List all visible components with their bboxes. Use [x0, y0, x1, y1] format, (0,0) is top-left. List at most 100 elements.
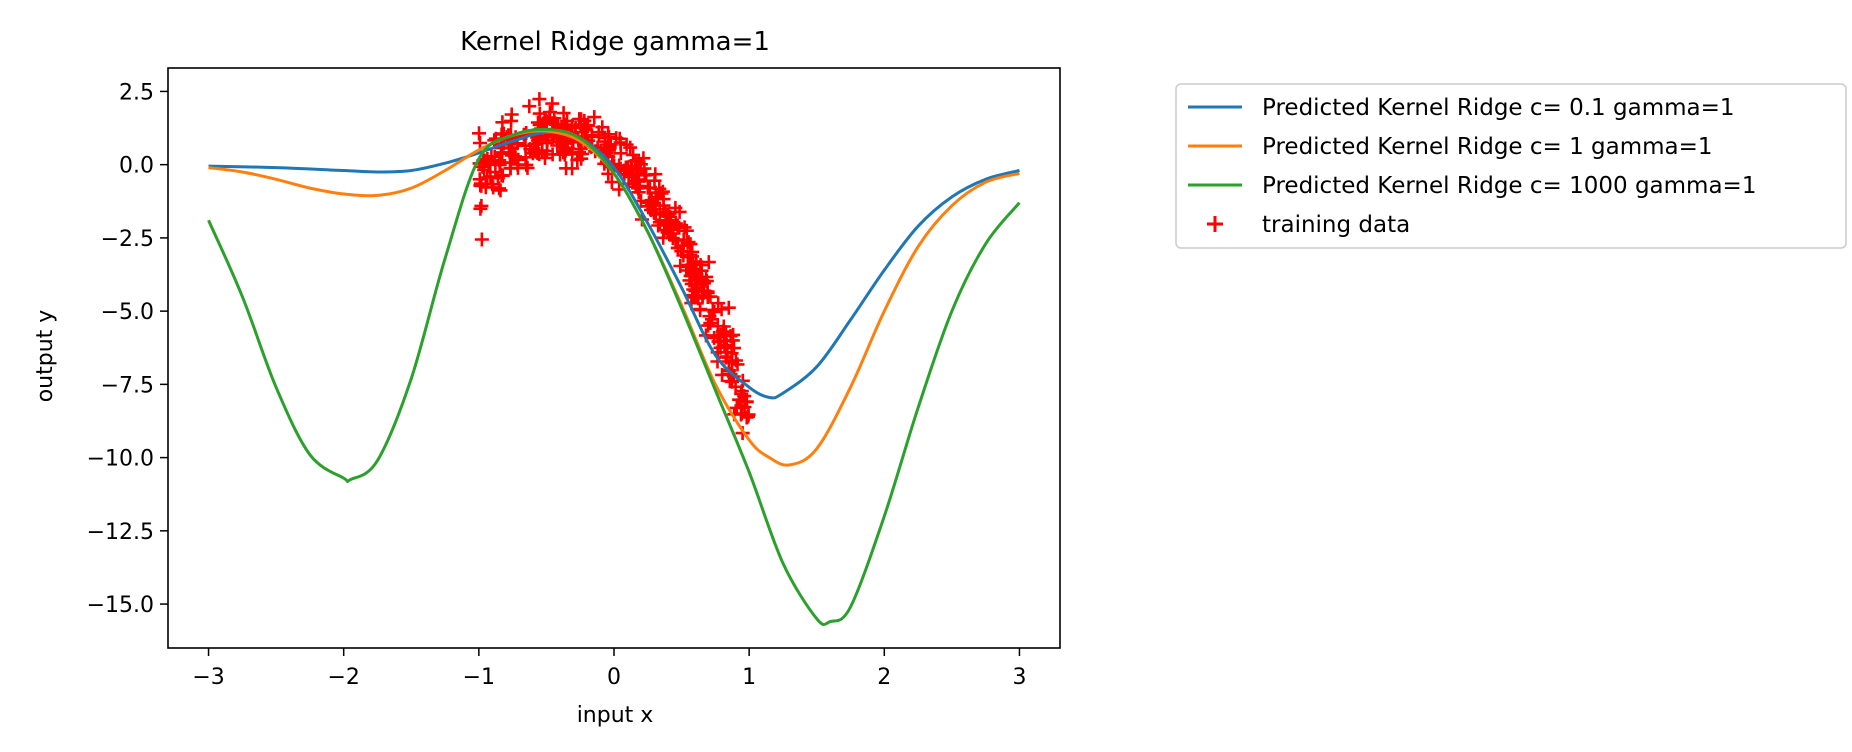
training-data-point [626, 147, 641, 162]
training-data-point [595, 120, 610, 135]
training-data-point [730, 357, 745, 372]
training-data-point [504, 107, 519, 122]
training-data-point [679, 263, 694, 278]
y-tick-label: 2.5 [119, 80, 154, 105]
training-data-point [683, 248, 698, 262]
training-data-point [532, 92, 547, 107]
training-data-point [503, 161, 518, 176]
training-data-point [545, 147, 560, 162]
training-data-point [560, 114, 575, 129]
training-data-point [654, 186, 669, 201]
training-data-point [570, 153, 585, 168]
training-data-point [488, 165, 503, 180]
training-data-point [485, 177, 500, 192]
y-tick-label: −15.0 [87, 593, 154, 618]
training-data-point [636, 151, 651, 166]
training-data-point [495, 115, 510, 130]
training-data-point [474, 232, 489, 247]
y-tick-label: −5.0 [101, 300, 154, 325]
training-data-point [701, 255, 716, 270]
training-data-point [587, 110, 602, 125]
training-data-point [600, 142, 615, 157]
training-data-point [656, 198, 671, 213]
training-data-point [734, 387, 749, 401]
training-data-point [670, 218, 685, 233]
plot-area [207, 92, 1021, 627]
training-data-point [675, 238, 690, 253]
training-data-point [556, 106, 571, 121]
training-data-point [510, 157, 525, 172]
x-tick-label: 2 [877, 665, 891, 690]
training-data-point [665, 231, 680, 246]
training-data-point [472, 172, 487, 187]
training-data-point [728, 379, 743, 394]
training-data-point [559, 161, 574, 176]
training-data-point [647, 173, 662, 188]
x-tick-label: 1 [742, 665, 756, 690]
x-axis-label: input x [577, 703, 654, 728]
training-data-point [598, 134, 612, 149]
legend-label: Predicted Kernel Ridge c= 1 gamma=1 [1262, 134, 1713, 160]
training-data-point [693, 303, 708, 318]
x-tick-label: 3 [1012, 665, 1026, 690]
y-axis-label: output y [33, 310, 58, 403]
legend-label: training data [1262, 212, 1410, 238]
training-data-point [575, 125, 590, 139]
y-tick-label: −10.0 [87, 447, 154, 472]
training-data-point [472, 126, 486, 141]
training-data-point [604, 175, 619, 190]
training-data-point [668, 200, 683, 215]
x-tick-label: −1 [463, 665, 495, 690]
training-data-point [532, 147, 547, 161]
y-tick-label: −7.5 [101, 373, 154, 398]
training-data-point [718, 325, 733, 340]
training-data-point [520, 160, 535, 175]
training-data-point [572, 147, 587, 162]
training-data-point [620, 160, 635, 175]
series-line-3 [207, 127, 1021, 627]
training-data-point [696, 283, 711, 298]
training-data-point [628, 174, 643, 188]
training-data-point [642, 193, 657, 208]
x-tick-label: −3 [192, 665, 224, 690]
y-axis: 2.5 0.0 −2.5 −5.0 −7.5 −10.0 −12.5 −15.0 [87, 80, 168, 618]
training-data-point [591, 128, 606, 143]
legend-box [1175, 83, 1847, 249]
training-data-point [554, 135, 569, 150]
training-data-point [483, 155, 498, 170]
training-data-point [689, 255, 704, 270]
y-tick-label: −2.5 [101, 227, 154, 252]
training-data-point [705, 302, 720, 317]
training-data-point [721, 300, 736, 315]
y-tick-label: 0.0 [119, 154, 154, 179]
legend-label: Predicted Kernel Ridge c= 1000 gamma=1 [1262, 173, 1756, 199]
x-tick-label: 0 [607, 665, 621, 690]
training-data-point [659, 214, 674, 229]
training-data-point [493, 183, 508, 198]
training-data-point [537, 111, 552, 126]
training-data-point [679, 223, 694, 238]
training-data-point [540, 136, 555, 151]
prediction-lines [207, 127, 1021, 627]
training-data-point [522, 99, 537, 114]
training-data-point [725, 333, 740, 348]
chart-title: Kernel Ridge gamma=1 [460, 27, 770, 57]
training-data-point [720, 345, 735, 360]
training-data-point [545, 96, 560, 111]
legend-scatter-marker [1207, 216, 1223, 232]
training-data-point [474, 198, 489, 213]
training-data-point [631, 185, 646, 200]
training-data-point [528, 137, 543, 152]
x-tick-label: −2 [327, 665, 359, 690]
training-data-point [710, 319, 725, 334]
legend-label: Predicted Kernel Ridge c= 0.1 gamma=1 [1262, 95, 1735, 121]
training-data-point [619, 137, 634, 152]
training-data-point [646, 202, 661, 216]
training-data-point [633, 157, 648, 172]
training-data-point [504, 148, 519, 163]
y-tick-label: −12.5 [87, 520, 154, 545]
legend: Predicted Kernel Ridge c= 0.1 gamma=1 Pre… [1175, 83, 1847, 249]
training-data-point [572, 112, 587, 127]
training-data-point [739, 394, 754, 409]
